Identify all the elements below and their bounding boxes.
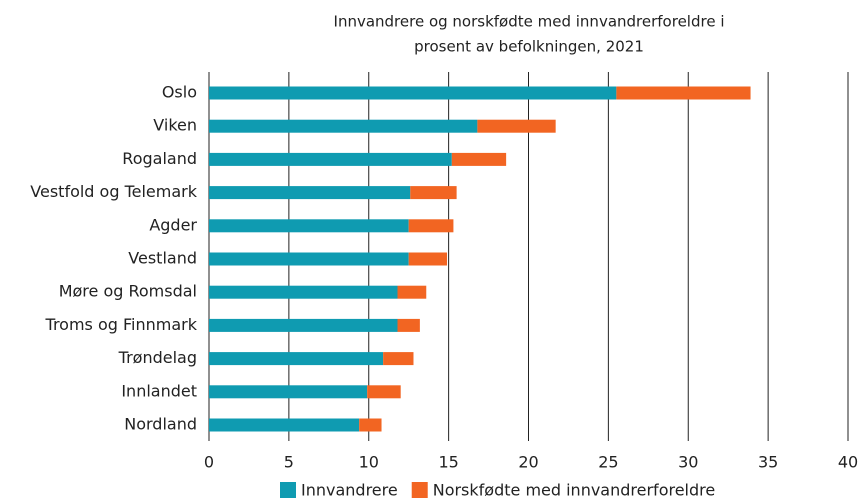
bar bbox=[397, 318, 420, 332]
y-tick-label: Rogaland bbox=[122, 149, 197, 168]
x-tick-label: 40 bbox=[838, 453, 858, 472]
x-tick-label: 5 bbox=[284, 453, 294, 472]
bar bbox=[209, 285, 398, 299]
y-tick-label: Troms og Finnmark bbox=[45, 315, 198, 334]
legend-swatch bbox=[280, 482, 296, 498]
chart-title: prosent av befolkningen, 2021 bbox=[414, 38, 644, 56]
bar bbox=[209, 252, 409, 266]
chart-title: Innvandrere og norskfødte med innvandrer… bbox=[334, 13, 725, 31]
x-tick-label: 20 bbox=[518, 453, 538, 472]
x-tick-label: 35 bbox=[758, 453, 778, 472]
bar bbox=[383, 352, 414, 366]
x-tick-label: 15 bbox=[438, 453, 458, 472]
bar bbox=[410, 186, 457, 200]
y-tick-label: Trøndelag bbox=[118, 348, 197, 367]
bar bbox=[209, 152, 452, 166]
x-tick-label: 30 bbox=[678, 453, 698, 472]
bar bbox=[397, 285, 427, 299]
y-tick-label: Oslo bbox=[162, 83, 197, 102]
bar bbox=[359, 418, 382, 432]
bar bbox=[408, 252, 448, 266]
bar bbox=[209, 119, 478, 133]
y-tick-label: Nordland bbox=[124, 415, 197, 434]
y-tick-label: Vestfold og Telemark bbox=[30, 182, 197, 201]
x-tick-label: 25 bbox=[598, 453, 618, 472]
bar bbox=[209, 86, 617, 100]
bar bbox=[451, 152, 507, 166]
bar bbox=[477, 119, 556, 133]
bar bbox=[209, 418, 360, 432]
bar bbox=[209, 186, 411, 200]
x-tick-label: 0 bbox=[204, 453, 214, 472]
y-tick-label: Vestland bbox=[128, 249, 197, 268]
y-tick-label: Innlandet bbox=[121, 381, 197, 400]
x-tick-label: 10 bbox=[359, 453, 379, 472]
bar bbox=[367, 385, 401, 399]
legend-label: Innvandrere bbox=[301, 481, 398, 500]
y-tick-label: Viken bbox=[153, 116, 197, 135]
bar bbox=[408, 219, 454, 233]
bar bbox=[209, 385, 368, 399]
y-tick-label: Møre og Romsdal bbox=[59, 282, 197, 301]
bar bbox=[209, 219, 409, 233]
bar bbox=[209, 318, 398, 332]
y-tick-label: Agder bbox=[149, 215, 197, 234]
legend-label: Norskfødte med innvandrerforeldre bbox=[433, 481, 716, 500]
legend-swatch bbox=[411, 482, 428, 498]
bar bbox=[616, 86, 751, 100]
bar bbox=[209, 352, 384, 366]
